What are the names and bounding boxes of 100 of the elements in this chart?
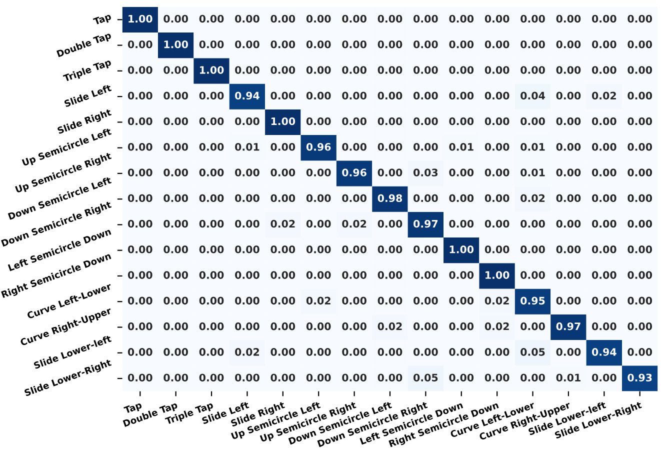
data-label: 0.00 [342,117,366,126]
data-label: 0.00 [235,271,260,279]
data-label: 0.00 [342,246,366,254]
data-label: 0.00 [556,194,581,202]
data-label: 0.00 [520,14,545,23]
data-label: 0.00 [342,348,366,356]
data-label: 0.00 [556,271,581,279]
data-label: 0.00 [235,194,260,202]
data-label: 0.00 [235,14,260,23]
data-label: 0.00 [235,374,260,382]
data-label: 0.02 [342,220,366,228]
data-label: 0.00 [342,40,366,48]
data-label: 0.00 [306,117,331,126]
data-label: 0.00 [306,66,331,74]
data-label: 0.00 [164,168,188,176]
data-label: 0.00 [342,92,366,100]
data-label: 0.00 [270,194,296,202]
data-label: 0.00 [484,40,510,48]
data-label: 0.00 [199,92,224,100]
data-label: 0.00 [378,92,402,100]
data-label: 1.00 [450,246,474,254]
data-label: 0.00 [378,220,402,228]
data-label: 0.00 [128,220,152,228]
data-label: 0.00 [270,40,296,48]
data-label: 0.00 [592,271,616,279]
data-label: 0.00 [342,66,366,74]
data-label: 0.00 [628,246,652,254]
data-label: 0.03 [413,168,438,176]
data-label: 0.95 [520,296,545,305]
data-label: 0.00 [449,322,474,330]
data-label: 0.00 [628,348,652,356]
data-label: 0.00 [413,322,438,330]
data-label: 0.00 [628,322,652,330]
data-label: 0.00 [378,14,402,23]
data-label: 0.00 [164,246,188,254]
data-label: 0.00 [270,66,296,74]
data-label: 0.02 [484,322,509,330]
data-label: 0.05 [413,374,438,382]
data-label: 1.00 [486,271,510,279]
data-label: 0.00 [484,348,510,356]
data-label: 0.00 [449,168,474,176]
data-label: 0.00 [164,271,188,279]
data-label: 0.00 [592,40,616,48]
data-label: 0.00 [235,296,260,305]
data-label: 0.00 [270,14,296,23]
data-label: 0.00 [592,117,616,126]
data-label: 0.00 [628,194,652,202]
data-label: 0.00 [164,66,188,74]
data-label: 0.00 [199,271,224,279]
data-label: 0.00 [556,92,581,100]
data-label: 0.00 [413,246,438,254]
data-label: 0.00 [128,194,152,202]
data-label: 0.00 [270,246,296,254]
data-label: 0.00 [164,348,188,356]
data-label: 0.00 [484,66,510,74]
data-label: 0.00 [628,220,652,228]
data-label: 0.00 [199,348,224,356]
data-label: 0.00 [378,348,402,356]
data-label: 0.00 [484,246,510,254]
data-label: 0.00 [378,296,402,305]
data-label: 0.00 [520,322,545,330]
data-label: 0.00 [306,92,331,100]
data-label: 0.00 [306,322,331,330]
data-label: 0.00 [413,194,438,202]
data-label: 0.00 [199,40,224,48]
data-label: 0.00 [164,374,188,382]
data-label: 0.00 [449,374,474,382]
data-label: 0.00 [520,40,545,48]
data-label: 0.00 [520,66,545,74]
data-label: 0.01 [520,143,545,151]
data-label: 0.00 [449,296,474,305]
data-label: 0.00 [306,246,331,254]
data-label: 0.00 [270,271,296,279]
data-label: 0.02 [270,220,295,228]
data-label: 0.00 [592,143,616,151]
data-label: 0.00 [270,92,296,100]
data-label: 0.00 [306,14,331,23]
data-label: 0.00 [378,40,402,48]
data-label: 1.00 [271,117,296,126]
data-label: 0.00 [556,348,581,356]
data-label: 0.00 [164,220,188,228]
data-label: 0.00 [556,296,581,305]
y-tick-label: Triple Tap [62,58,112,84]
data-label: 0.00 [484,143,510,151]
data-label: 0.00 [306,220,331,228]
data-label: 0.00 [235,246,260,254]
data-label: 0.00 [592,14,616,23]
data-label: 0.00 [235,66,260,74]
data-label: 0.00 [556,117,581,126]
data-label: 0.00 [449,220,474,228]
data-label: 0.00 [342,271,366,279]
data-label: 0.00 [378,168,402,176]
data-label: 0.00 [556,66,581,74]
data-label: 0.00 [449,194,474,202]
data-label: 0.00 [484,92,510,100]
data-label: 0.00 [592,66,616,74]
data-label: 0.00 [378,66,402,74]
data-label: 0.00 [342,14,366,23]
x-tick-label: Tap [124,401,143,416]
data-label: 0.00 [128,66,152,74]
